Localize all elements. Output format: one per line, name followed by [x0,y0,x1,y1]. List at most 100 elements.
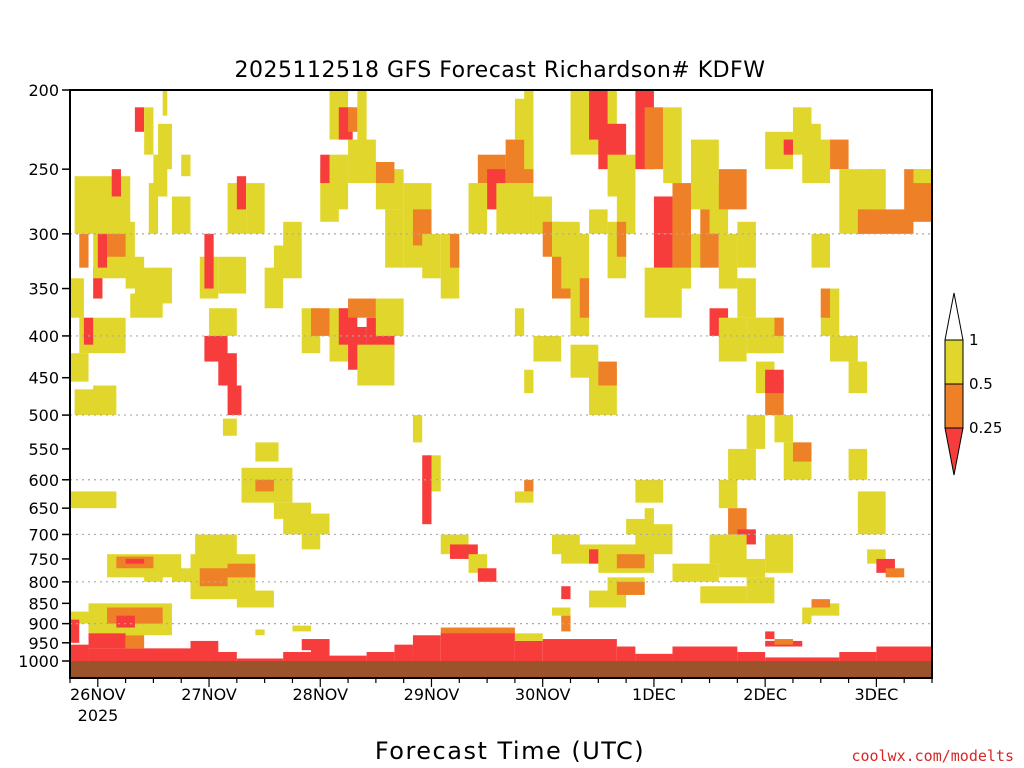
ri-region-72 [320,154,330,184]
ri-region-146 [700,586,747,604]
ri-region-39 [116,615,135,628]
surface-segment-11 [514,640,543,661]
ri-region-19 [148,183,159,234]
ri-region-162 [867,169,886,210]
surface-segment-14 [635,653,673,661]
ri-region-152 [848,448,868,480]
ri-region-201 [292,625,311,632]
surface-segment-16 [737,652,766,661]
ri-region-199 [551,607,571,616]
plot-frame [69,89,933,679]
ri-region-192 [626,518,654,535]
ri-region-194 [644,508,654,519]
surface-segment-18 [839,652,877,661]
ri-region-25 [171,196,191,234]
ri-region-23 [134,107,145,132]
surface-segment-22 [88,633,126,649]
ri-region-124 [718,233,738,289]
surface-segment-2 [209,652,237,661]
surface-segment-13 [616,646,636,661]
ri-region-107 [616,169,636,234]
y-tick-label-850: 850 [28,594,59,613]
ri-region-79 [375,161,395,184]
surface-segment-8 [394,644,413,661]
ri-region-118 [672,183,692,268]
ri-region-99 [579,278,590,318]
ri-region-8 [70,278,84,318]
ri-region-30 [125,558,145,564]
ri-region-59 [273,245,302,279]
surface-segment-12 [542,639,617,661]
ri-region-200 [561,615,571,632]
ri-region-69 [348,298,376,318]
ri-region-142 [672,563,719,582]
ri-region-92 [524,90,534,170]
x-tick-label-2: 28NOV [292,685,348,704]
legend-0-5-to-1-swatch [944,339,964,385]
y-tick-label-300: 300 [28,225,59,244]
ri-region-123 [718,169,747,210]
ri-region-46 [255,442,279,462]
ri-region-113 [663,107,682,184]
ri-region-175 [524,369,534,394]
ri-region-42 [255,479,274,492]
ri-region-149 [811,599,831,608]
ri-region-125 [737,221,756,268]
legend-0-25-to-0-5-swatch [944,383,964,429]
ri-region-10 [79,233,89,268]
ri-region-159 [830,139,849,170]
ri-region-174 [533,335,562,362]
ri-region-14 [74,176,131,234]
ri-region-164 [913,169,932,184]
x-tick-label-0: 26NOV [70,685,126,704]
ri-region-178 [468,554,488,573]
surface-segment-9 [412,635,441,661]
ri-region-110 [616,221,627,257]
surface-segment-23 [125,635,145,649]
surface-segment-29 [774,639,793,645]
y-tick-label-450: 450 [28,369,59,388]
surface-segment-24 [190,640,219,653]
ri-region-22 [162,90,168,116]
surface-segment-0 [70,644,89,661]
ri-region-83 [422,233,441,279]
credit-link[interactable]: coolwx.com/modelts [851,747,1014,765]
surface-segment-17 [765,657,840,661]
surface-segment-26 [70,619,80,643]
y-tick-label-200: 200 [28,81,59,100]
ri-region-89 [496,183,534,234]
legend-label-0-5: 0.5 [969,375,993,393]
ri-region-35 [195,534,237,564]
ri-region-167 [783,139,793,155]
ri-region-136 [746,415,766,449]
ri-region-21 [158,123,172,170]
surface-segment-27 [765,631,775,640]
ri-region-1 [70,491,117,509]
ri-region-137 [728,448,756,480]
ri-region-116 [653,233,673,268]
ri-region-180 [422,455,432,525]
ri-region-102 [598,361,617,386]
ri-region-44 [283,513,330,535]
ri-region-4 [74,389,98,416]
ri-region-68 [375,298,404,336]
ri-region-189 [616,554,645,569]
ri-region-143 [718,558,766,578]
ri-region-71 [329,154,349,210]
y-tick-label-950: 950 [28,634,59,653]
ri-region-67 [357,344,395,386]
y-tick-label-400: 400 [28,327,59,346]
y-tick-label-650: 650 [28,499,59,518]
ri-region-74 [357,90,367,155]
surface-segment-3 [236,658,284,661]
ri-region-36 [236,590,274,608]
y-tick-label-500: 500 [28,406,59,425]
ri-region-5 [93,385,117,416]
y-tick-label-1000: 1000 [18,652,59,671]
ri-region-197 [616,581,645,595]
surface-segment-25 [301,639,330,651]
ri-region-45 [301,529,321,550]
legend-label-1: 1 [969,331,979,349]
richardson-regions [70,90,932,640]
